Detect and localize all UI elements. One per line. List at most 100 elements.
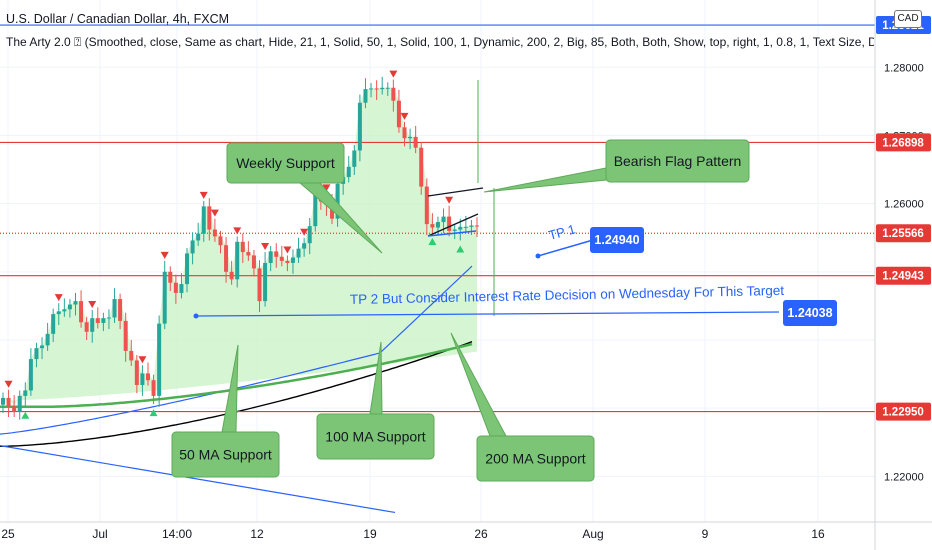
- axis-price-label: 1.24943: [882, 271, 924, 283]
- floating-price-label: 1.24940: [594, 233, 639, 247]
- tp1-label: TP 1: [547, 221, 577, 243]
- y-tick-label: 1.22000: [884, 471, 924, 483]
- sell-arrow: [4, 380, 13, 388]
- tp2-line: [195, 311, 780, 317]
- candle-body: [129, 350, 134, 361]
- candle-body: [17, 395, 22, 412]
- callout-text: 50 MA Support: [179, 447, 272, 463]
- callout-pointer: [483, 167, 607, 193]
- candle-body: [157, 323, 162, 396]
- candle-body: [257, 268, 262, 302]
- candle-body: [112, 299, 117, 318]
- candle-body: [23, 390, 28, 396]
- sell-arrow: [400, 112, 409, 120]
- candle-body: [201, 206, 206, 234]
- tp1-dot: [535, 253, 541, 259]
- callout-box: [226, 142, 345, 184]
- axis-price-label: 1.25566: [882, 228, 924, 240]
- candle-body: [357, 102, 362, 151]
- candle-body: [441, 216, 446, 223]
- candle-body: [34, 348, 39, 360]
- x-tick-label: 25: [1, 527, 15, 541]
- callout-box: [171, 431, 280, 478]
- sell-arrow: [199, 191, 208, 199]
- callout-box: [605, 139, 750, 183]
- candle-body: [207, 206, 212, 230]
- sell-arrow: [283, 246, 292, 254]
- axis-price-label: 1.22950: [882, 407, 924, 419]
- candle-body: [1, 397, 5, 405]
- candle-body: [302, 243, 307, 249]
- floating-price-tag: [590, 227, 644, 253]
- candle-body: [6, 397, 11, 407]
- candle-body: [402, 127, 407, 139]
- candle-body: [374, 88, 379, 90]
- candle-body: [463, 226, 468, 228]
- candle-body: [363, 89, 368, 103]
- candle-body: [224, 245, 229, 272]
- axis-price-tag: [876, 266, 931, 285]
- candle-body: [168, 271, 173, 283]
- candle-body: [145, 373, 150, 381]
- x-tick-label: 19: [363, 527, 377, 541]
- candle-body: [380, 87, 385, 90]
- candle-body: [268, 251, 273, 263]
- candle-body: [307, 226, 312, 244]
- candle-body: [185, 253, 190, 285]
- candle-body: [251, 255, 256, 269]
- candle-body: [335, 183, 340, 219]
- candle-body: [12, 406, 17, 412]
- floating-price-tag: [783, 300, 837, 326]
- candle-body: [385, 87, 390, 89]
- callout-text: Bearish Flag Pattern: [614, 153, 742, 169]
- buy-arrow: [456, 245, 465, 253]
- sell-arrow: [233, 227, 242, 235]
- candle-body: [190, 240, 195, 254]
- signal-markers: [4, 70, 465, 419]
- candle-body: [218, 236, 223, 246]
- candle-body: [352, 150, 357, 167]
- sell-arrow: [88, 300, 97, 308]
- callout-box: [476, 435, 595, 482]
- candle-body: [151, 380, 156, 396]
- candle-body: [475, 225, 479, 227]
- y-tick-label: 1.26000: [884, 199, 924, 211]
- candle-body: [45, 333, 50, 346]
- candle-body: [408, 136, 413, 139]
- candle-body: [106, 317, 111, 319]
- candle-body: [330, 205, 335, 219]
- sell-arrow: [160, 251, 169, 259]
- flag-lines: [427, 187, 484, 237]
- sell-arrow: [210, 209, 219, 217]
- candle-body: [452, 229, 457, 231]
- candle-body: [447, 216, 452, 231]
- candle-body: [274, 251, 279, 257]
- callout-text: 200 MA Support: [485, 451, 586, 467]
- candle-body: [101, 318, 106, 323]
- callout-text: Weekly Support: [236, 155, 335, 171]
- callouts: Weekly Support Bearish Flag Pattern 50 MA …: [171, 139, 837, 482]
- axis-price-tag: [876, 402, 931, 421]
- candle-body: [290, 257, 295, 263]
- candle-body: [73, 301, 78, 305]
- candle-body: [285, 260, 290, 263]
- candle-body: [313, 192, 318, 227]
- candle-body: [413, 136, 418, 148]
- x-tick-label: 9: [702, 527, 709, 541]
- chart-title: U.S. Dollar / Canadian Dollar, 4h, FXCM: [6, 12, 230, 26]
- axis-price-label: 1.26898: [882, 137, 924, 149]
- tp2-dot: [193, 313, 199, 319]
- currency-badge[interactable]: CAD: [894, 10, 922, 28]
- callout-text: 100 MA Support: [325, 429, 426, 445]
- green-zone-area: [3, 87, 477, 407]
- x-tick-label: 12: [250, 527, 264, 541]
- candle-body: [196, 233, 201, 241]
- candle-body: [435, 222, 440, 228]
- candle-body: [95, 318, 100, 323]
- axis-price-tag: [876, 224, 931, 243]
- candle-body: [263, 262, 268, 302]
- candle-body: [67, 304, 72, 310]
- sell-arrow: [322, 184, 331, 192]
- candle-body: [162, 271, 167, 324]
